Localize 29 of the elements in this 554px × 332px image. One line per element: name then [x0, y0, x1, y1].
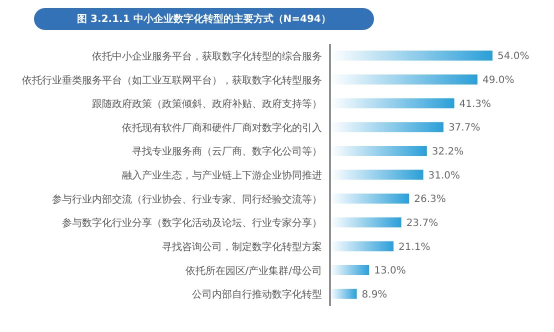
y-tick-label: 依托现有软件厂商和硬件厂商对数字化的引入: [122, 122, 322, 134]
y-tick-label: 寻找咨询公司，制定数字化转型方案: [162, 241, 322, 254]
y-tick-label: 依托所在园区/产业集群/母公司: [185, 264, 322, 277]
data-label: 13.0%: [374, 266, 406, 277]
y-tick-label: 参与行业内部交流（行业协会、行业专家、同行经验交流等）: [52, 193, 322, 206]
y-tick-label: 跟随政府政策（政策倾斜、政府补贴、政府支持等）: [92, 98, 322, 110]
data-label: 32.2%: [432, 146, 464, 158]
y-tick-label: 依托行业垂类服务平台（如工业互联网平台），获取数字化转型服务: [22, 74, 322, 86]
y-tick-label: 公司内部自行推动数字化转型: [192, 288, 322, 301]
y-tick-label: 参与数字化行业分享（数字化活动及论坛、行业专家分享）: [62, 217, 322, 230]
data-label: 41.3%: [459, 98, 492, 110]
bar: [330, 194, 410, 204]
y-tick-label: 依托中小企业服务平台，获取数字化转型的综合服务: [92, 50, 322, 62]
bar: [330, 217, 402, 228]
data-label: 31.0%: [428, 170, 460, 182]
y-tick-label: 寻找专业服务商（云厂商、数字化公司等）: [132, 146, 322, 158]
data-label: 8.9%: [362, 289, 388, 300]
data-label: 54.0%: [498, 51, 530, 62]
bar: [330, 265, 370, 276]
data-label: 23.7%: [406, 218, 438, 229]
y-tick-label: 融入产业生态，与产业链上下游企业协同推进: [122, 170, 322, 182]
bar: [330, 288, 357, 299]
data-label: 49.0%: [482, 75, 514, 86]
data-label: 26.3%: [414, 194, 446, 206]
text: 图 3.2.1.1 中小企业数字化转型的主要方式（N=494）: [34, 8, 374, 30]
data-label: 21.1%: [398, 242, 430, 253]
bar: [330, 241, 394, 252]
data-label: 37.7%: [448, 122, 480, 134]
bar: [330, 170, 424, 180]
